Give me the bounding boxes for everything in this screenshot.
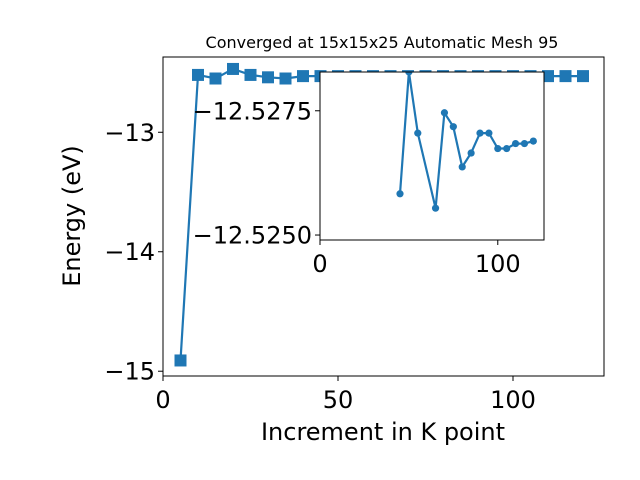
data-point — [174, 354, 187, 367]
data-point — [262, 71, 274, 84]
data-point — [577, 70, 589, 83]
data-point — [467, 149, 475, 157]
data-point — [503, 144, 511, 153]
y-axis-label: Energy (eV) — [58, 145, 86, 287]
data-point — [396, 190, 404, 198]
data-point — [494, 144, 502, 153]
data-point — [414, 129, 422, 137]
data-point — [431, 204, 440, 212]
data-point — [227, 62, 239, 75]
y-tick-label: −12.5275 — [193, 97, 312, 125]
inset-background — [320, 72, 544, 240]
data-point — [440, 109, 449, 117]
y-tick-label: −15 — [104, 358, 155, 386]
x-axis-label: Increment in K point — [261, 418, 505, 446]
x-tick-label: 50 — [323, 386, 354, 414]
y-tick-label: −14 — [104, 238, 155, 266]
data-point — [511, 139, 520, 148]
data-point — [209, 72, 222, 85]
data-point — [520, 139, 529, 148]
data-point — [542, 70, 554, 83]
data-point — [458, 163, 466, 171]
x-tick-label: 0 — [155, 386, 170, 414]
main-axes-frame — [162, 56, 605, 377]
data-point — [476, 129, 484, 137]
x-tick-label: 0 — [312, 250, 327, 278]
inset-axis-ticks: 0 100 −12.5275 −12.5250 — [193, 97, 521, 278]
x-tick-label: 100 — [490, 386, 536, 414]
data-point — [449, 123, 457, 131]
data-point — [529, 137, 537, 145]
x-tick-label: 100 — [475, 250, 521, 278]
data-point — [405, 72, 413, 76]
inset-axes-frame — [319, 71, 545, 241]
y-tick-label: −12.5250 — [193, 222, 312, 250]
chart-title: Converged at 15x15x25 Automatic Mesh 95 — [206, 33, 559, 52]
data-point — [279, 72, 292, 85]
inset-plot-area — [396, 72, 537, 212]
data-point — [192, 68, 204, 81]
y-tick-label: −13 — [104, 119, 155, 147]
main-axis-ticks: 0 50 100 −13 −14 −15 — [104, 119, 536, 414]
data-point — [485, 129, 493, 137]
data-point — [244, 68, 257, 81]
data-point — [297, 70, 309, 83]
data-point — [559, 70, 572, 83]
